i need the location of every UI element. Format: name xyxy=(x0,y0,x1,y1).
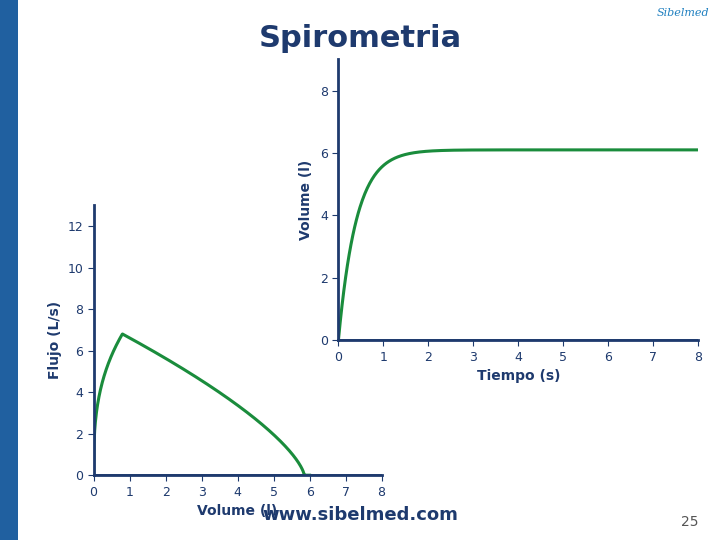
Text: www.sibelmed.com: www.sibelmed.com xyxy=(262,506,458,524)
X-axis label: Volume (l): Volume (l) xyxy=(197,504,278,518)
Text: 25: 25 xyxy=(681,515,698,529)
Text: Sibelmed: Sibelmed xyxy=(657,8,709,18)
Y-axis label: Flujo (L/s): Flujo (L/s) xyxy=(48,301,62,379)
Y-axis label: Volume (l): Volume (l) xyxy=(299,160,313,240)
X-axis label: Tiempo (s): Tiempo (s) xyxy=(477,369,560,383)
Text: Spirometria: Spirometria xyxy=(258,24,462,53)
